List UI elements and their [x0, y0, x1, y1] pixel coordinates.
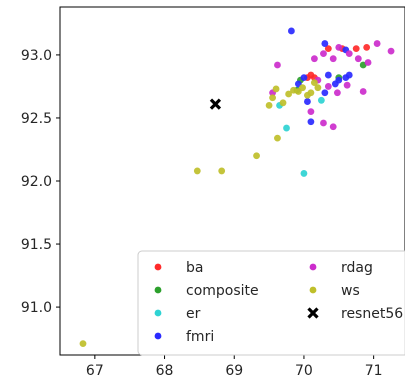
data-point-ws [269, 94, 276, 102]
data-point-rdag [324, 83, 332, 90]
y-tick-label: 91.0 [21, 300, 52, 316]
legend-box [137, 250, 405, 356]
data-points [79, 27, 395, 348]
data-point-ba [363, 43, 371, 51]
data-point-ws [218, 167, 226, 175]
legend-marker-composite [154, 286, 162, 294]
data-point-ba [352, 45, 360, 53]
data-point-rdag [274, 61, 281, 69]
legend-label-rdag: rdag [341, 260, 373, 276]
legend: ba composite er fmri rdag ws resnet56 [137, 250, 405, 356]
data-point-rdag [310, 55, 318, 63]
data-point-fmri [300, 74, 308, 82]
data-point-ws [272, 85, 280, 93]
data-point-rdag [373, 40, 381, 47]
data-point-fmri [321, 89, 329, 97]
legend-marker-resnet56 [307, 307, 319, 319]
data-point-rdag [354, 55, 362, 63]
data-point-ws [314, 84, 322, 92]
data-point-rdag [387, 47, 395, 55]
data-point-rdag [335, 43, 343, 51]
x-tick-label: 67 [86, 363, 104, 379]
data-point-fmri [331, 80, 339, 88]
data-point-fmri [304, 98, 311, 105]
data-point-rdag [333, 89, 341, 97]
legend-marker-ba [154, 263, 162, 271]
data-point-ws [310, 79, 318, 87]
data-point-rdag [345, 50, 353, 58]
data-point-ws [279, 99, 287, 107]
data-point-ba [324, 45, 332, 53]
data-point-fmri [324, 71, 332, 79]
y-tick-label: 93.0 [21, 48, 52, 64]
x-tick-label: 71 [365, 363, 383, 379]
legend-marker-er [154, 309, 162, 317]
y-tick-label: 92.0 [21, 174, 52, 190]
data-point-ws [265, 101, 273, 109]
legend-marker-fmri [154, 332, 162, 340]
x-axis: 67 68 69 70 71 [86, 355, 383, 379]
data-point-fmri [342, 74, 350, 82]
data-point-rdag [329, 123, 337, 131]
data-point-fmri [321, 40, 329, 47]
data-point-rdag [320, 50, 327, 58]
legend-label-er: er [186, 306, 201, 322]
legend-label-composite: composite [186, 283, 259, 299]
x-tick-label: 70 [295, 363, 313, 379]
data-point-ws [285, 90, 293, 98]
data-point-rdag [329, 55, 337, 63]
legend-label-fmri: fmri [186, 329, 214, 345]
data-point-ws [274, 134, 281, 142]
data-point-er [317, 96, 325, 104]
data-point-er [300, 170, 308, 177]
legend-label-ws: ws [341, 283, 360, 299]
data-point-rdag [364, 59, 372, 66]
data-point-rdag [343, 81, 351, 89]
y-tick-label: 91.5 [21, 237, 52, 253]
data-point-ws [193, 167, 201, 175]
data-point-rdag [359, 88, 367, 95]
data-point-er [283, 124, 290, 132]
legend-marker-rdag [309, 263, 317, 271]
x-tick-label: 68 [156, 363, 174, 379]
data-point-fmri [307, 118, 315, 126]
y-axis: 91.0 91.5 92.0 92.5 93.0 [21, 48, 60, 316]
legend-marker-ws [309, 286, 317, 294]
x-tick-label: 69 [225, 363, 243, 379]
data-point-ws [253, 152, 260, 160]
data-point-rdag [307, 108, 315, 116]
y-tick-label: 92.5 [21, 111, 52, 127]
data-point-ws [307, 89, 315, 97]
data-point-fmri [287, 27, 295, 35]
data-point-resnet56 [209, 98, 222, 110]
legend-label-ba: ba [186, 260, 203, 276]
data-point-rdag [320, 119, 327, 127]
data-point-ws [299, 84, 306, 92]
legend-label-resnet56: resnet56 [341, 306, 403, 322]
data-point-ws [79, 340, 87, 348]
